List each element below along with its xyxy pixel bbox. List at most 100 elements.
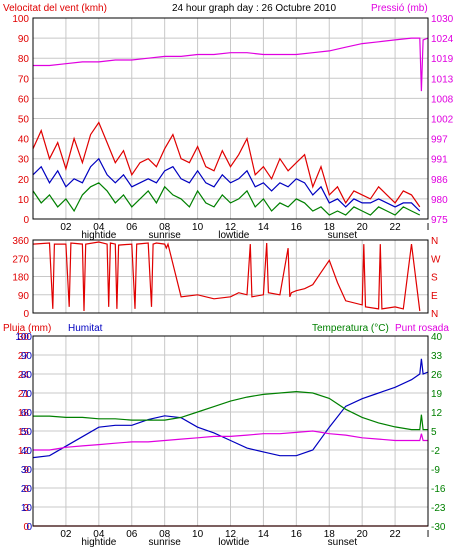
y-tick-label-right: 1019 <box>431 54 454 65</box>
pressure-axis-title: Pressió (mb) <box>371 3 428 14</box>
tide-event-label: lowtide <box>218 537 250 548</box>
y-tick-label-right: 33 <box>431 351 443 362</box>
x-tick-label: 06 <box>126 222 138 233</box>
series-line-direcci-del-vent <box>32 241 421 312</box>
humidity-axis-title: Humitat <box>68 323 103 334</box>
y-tick-label-right: 1008 <box>431 94 454 105</box>
y-tick-label-right: -23 <box>431 503 446 514</box>
y-tick-label-humidity: 20 <box>21 484 33 495</box>
y-tick-label-right: 1002 <box>431 115 454 126</box>
tide-event-label: hightide <box>81 230 116 241</box>
y-tick-label-humidity: 10 <box>21 503 33 514</box>
y-tick-label-left: 24 <box>18 370 30 381</box>
y-tick-label-left: 30 <box>18 155 30 166</box>
y-tick-label-humidity: 80 <box>21 370 33 381</box>
x-tick-label: 06 <box>126 529 138 540</box>
y-tick-label-right: -16 <box>431 484 446 495</box>
y-tick-label-right: 1030 <box>431 14 454 25</box>
y-tick-label-right: 40 <box>431 332 443 343</box>
y-tick-label-right: 12 <box>431 408 443 419</box>
x-tick-label: 16 <box>291 529 303 540</box>
plot-frame <box>32 335 429 527</box>
x-tick-label: 14 <box>258 529 270 540</box>
series-line-r-fega <box>32 157 421 212</box>
x-tick-label: 10 <box>192 222 204 233</box>
y-tick-label-right: 26 <box>431 370 443 381</box>
y-tick-label-left: 6 <box>23 484 29 495</box>
x-tick-label: 20 <box>357 529 369 540</box>
y-tick-label-humidity: 50 <box>21 427 33 438</box>
y-tick-label-left: 18 <box>18 408 30 419</box>
y-tick-label-left: 0 <box>23 309 29 320</box>
y-tick-label-right: 1013 <box>431 74 454 85</box>
y-tick-label-left: 80 <box>18 54 30 65</box>
series-line-velocitat-del-vent <box>32 121 421 208</box>
wind-speed-axis-title: Velocitat del vent (kmh) <box>3 3 107 14</box>
y-tick-label-humidity: 100 <box>15 332 32 343</box>
x-tick-label: 10 <box>192 529 204 540</box>
y-tick-label-left: 20 <box>18 175 30 186</box>
y-tick-label-left: 180 <box>12 273 29 284</box>
y-tick-label-right: 975 <box>431 215 448 226</box>
y-tick-label-left: 3 <box>23 503 29 514</box>
tide-event-label: sunrise <box>149 230 182 241</box>
plot-frame <box>32 17 429 220</box>
temperature-axis-title: Temperatura (°C) <box>312 323 389 334</box>
y-tick-label-right: 19 <box>431 389 443 400</box>
y-tick-label-right: N <box>431 236 438 247</box>
rain-axis-title: Pluja (mm) <box>3 323 51 334</box>
y-tick-label-right: 980 <box>431 195 448 206</box>
x-tick-label: 04 <box>93 529 105 540</box>
y-tick-label-humidity: 30 <box>21 465 33 476</box>
x-tick-label: 08 <box>159 222 171 233</box>
y-tick-label-left: 90 <box>18 291 30 302</box>
y-tick-label-right: 991 <box>431 155 448 166</box>
series-line-vent-mitj- <box>32 182 421 216</box>
x-tick-label: 22 <box>390 222 402 233</box>
y-tick-label-left: 360 <box>12 236 29 247</box>
y-tick-label-left: 9 <box>23 465 29 476</box>
y-tick-label-right: -9 <box>431 465 440 476</box>
y-tick-label-left: 270 <box>12 254 29 265</box>
y-tick-label-humidity: 90 <box>21 351 33 362</box>
x-tick-label: 02 <box>60 529 72 540</box>
x-tick-label: 02 <box>60 222 72 233</box>
tide-event-label: sunrise <box>149 537 182 548</box>
tide-event-label: hightide <box>81 537 116 548</box>
x-tick-label: 04 <box>93 222 105 233</box>
y-tick-label-right: -2 <box>431 446 440 457</box>
x-tick-label: 22 <box>390 529 402 540</box>
direction-panel: 0 N 90 E 180 S 270 W 360 N <box>12 236 441 320</box>
plot-frame <box>32 239 429 314</box>
x-tick-label: 20 <box>357 222 369 233</box>
x-tick-label: 12 <box>225 222 237 233</box>
tide-event-label: sunset <box>328 230 358 241</box>
y-tick-label-left: 0 <box>23 215 29 226</box>
x-tick-label: 18 <box>324 529 336 540</box>
x-tick-label: 12 <box>225 529 237 540</box>
y-tick-label-right: W <box>431 254 441 265</box>
y-tick-label-left: 21 <box>18 389 30 400</box>
x-tick-label: 16 <box>291 222 303 233</box>
y-tick-label-left: 10 <box>18 195 30 206</box>
y-tick-label-right: S <box>431 273 438 284</box>
tide-event-label: lowtide <box>218 230 250 241</box>
x-tick-label: I <box>427 222 430 233</box>
y-tick-label-right: N <box>431 309 438 320</box>
y-tick-label-left: 15 <box>18 427 30 438</box>
y-tick-label-right: 5 <box>431 427 437 438</box>
y-tick-label-left: 0 <box>23 522 29 533</box>
y-tick-label-left: 27 <box>18 351 30 362</box>
x-tick-label: 14 <box>258 222 270 233</box>
y-tick-label-humidity: 0 <box>26 522 32 533</box>
y-tick-label-left: 50 <box>18 115 30 126</box>
y-tick-label-left: 100 <box>12 14 29 25</box>
x-tick-label: 08 <box>159 529 171 540</box>
series-line-punt-rosada <box>33 430 428 451</box>
y-tick-label-right: 986 <box>431 175 448 186</box>
series-line-temperatura <box>33 390 428 431</box>
y-tick-label-left: 70 <box>18 74 30 85</box>
